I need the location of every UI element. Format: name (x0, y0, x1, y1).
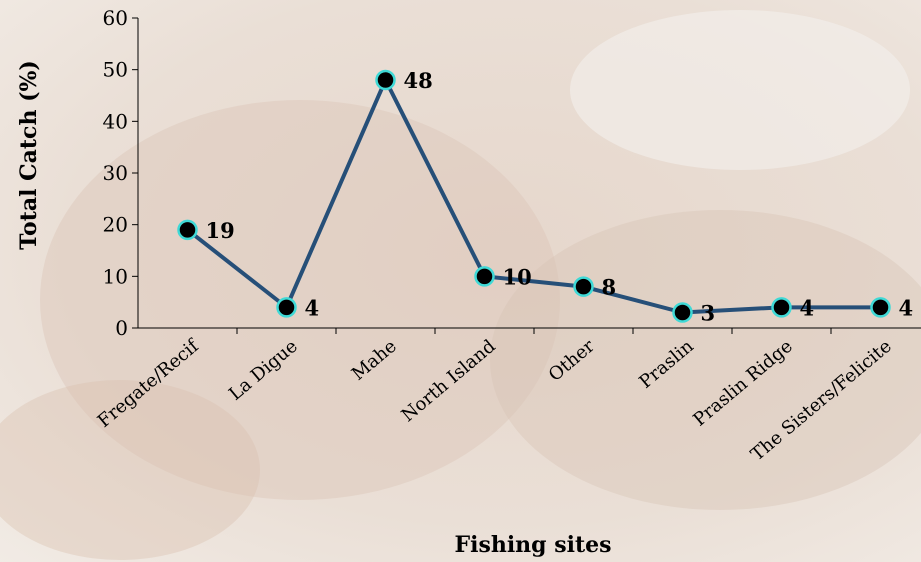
line (186, 78, 881, 315)
data-label: 4 (800, 295, 815, 320)
x-axis-title: Fishing sites (454, 532, 611, 558)
marker (573, 276, 594, 297)
marker (771, 297, 792, 318)
marker (276, 297, 297, 318)
data-label: 3 (701, 301, 716, 326)
background-shape (40, 100, 560, 500)
y-tick-label: 0 (115, 316, 128, 340)
marker (375, 69, 396, 91)
marker (177, 219, 198, 241)
y-tick-label: 60 (103, 6, 128, 30)
y-tick-label: 30 (103, 161, 128, 185)
y-tick-label: 40 (103, 109, 128, 133)
data-label: 10 (503, 264, 532, 289)
data-label: 4 (305, 295, 320, 320)
data-label: 8 (602, 275, 617, 300)
background-shape (570, 10, 910, 170)
background-shape (0, 380, 260, 560)
data-label: 48 (404, 68, 433, 93)
y-tick-label: 20 (103, 213, 128, 237)
background-shape (490, 210, 921, 510)
marker (474, 266, 495, 287)
y-tick-label: 10 (103, 264, 128, 288)
marker (870, 297, 891, 318)
data-label: 19 (206, 218, 235, 243)
y-tick-label: 50 (103, 58, 128, 82)
marker (672, 302, 693, 323)
y-axis-title: Total Catch (%) (16, 60, 42, 250)
data-label: 4 (899, 295, 914, 320)
